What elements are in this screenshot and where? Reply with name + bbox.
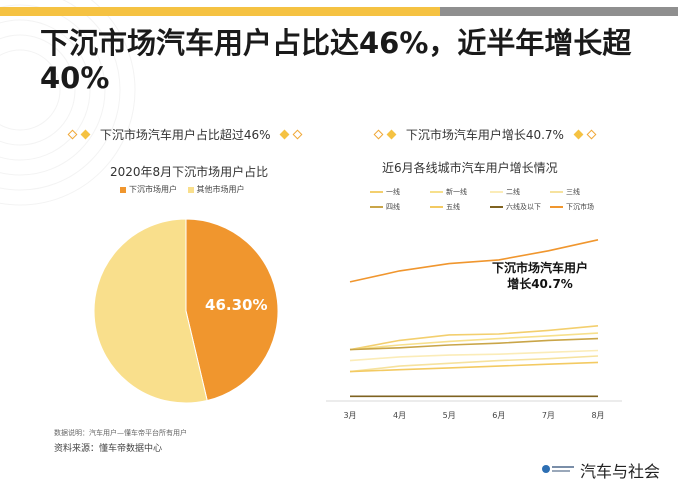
legend-swatch <box>370 190 383 193</box>
legend-label: 四线 <box>386 202 400 211</box>
x-tick-label: 3月 <box>343 411 356 420</box>
legend-label: 一线 <box>386 187 400 196</box>
left-heading-text: 下沉市场汽车用户占比超过46% <box>99 128 271 142</box>
annotation-line: 增长40.7% <box>507 277 573 291</box>
watermark-logo-icon <box>542 465 574 473</box>
right-heading-text: 下沉市场汽车用户增长40.7% <box>405 128 564 142</box>
pie-chart-title: 2020年8月下沉市场用户占比 <box>110 165 269 179</box>
series-line <box>349 361 599 373</box>
series-line <box>349 332 599 351</box>
line-legend-item: 新一线 <box>430 184 490 199</box>
pie-legend-item: 其他市场用户 <box>187 184 245 195</box>
annotation-line: 下沉市场汽车用户 <box>492 261 589 275</box>
pie-data-label: 46.30% <box>205 296 267 314</box>
line-chart-annotation: 下沉市场汽车用户 增长40.7% <box>492 260 588 292</box>
top-accent-bar <box>0 7 446 16</box>
line-legend-item: 五线 <box>430 199 490 214</box>
series-line <box>349 337 599 351</box>
legend-swatch <box>187 186 194 193</box>
x-tick-label: 6月 <box>492 411 505 420</box>
series-line <box>349 239 599 283</box>
top-gray-bar <box>440 7 678 16</box>
line-legend-item: 下沉市场 <box>550 199 610 214</box>
pie-legend-item: 下沉市场用户 <box>120 184 177 195</box>
legend-label: 下沉市场用户 <box>129 185 177 194</box>
line-legend-item: 二线 <box>490 184 550 199</box>
right-section-heading: 下沉市场汽车用户增长40.7% <box>372 126 598 143</box>
legend-swatch <box>370 205 383 208</box>
line-chart-title: 近6月各线城市汽车用户增长情况 <box>382 161 558 175</box>
series-line <box>349 355 599 373</box>
data-source: 资料来源：懂车帝数据中心 <box>54 444 163 454</box>
legend-label: 新一线 <box>446 187 467 196</box>
legend-swatch <box>490 205 503 208</box>
page-title: 下沉市场汽车用户占比达46%，近半年增长超40% <box>40 26 632 95</box>
legend-label: 下沉市场 <box>566 202 594 211</box>
legend-label: 二线 <box>506 187 520 196</box>
legend-label: 其他市场用户 <box>196 185 245 194</box>
legend-label: 五线 <box>446 202 460 211</box>
x-tick-label: 8月 <box>591 411 604 420</box>
watermark-text: 汽车与社会 <box>580 462 661 481</box>
line-legend: 一线 新一线 二线 三线四线 五线 六线及以下 下沉市场 <box>370 184 620 214</box>
line-legend-item: 六线及以下 <box>490 199 550 214</box>
legend-swatch <box>550 190 563 193</box>
legend-swatch <box>120 186 126 193</box>
x-tick-label: 4月 <box>393 411 406 420</box>
legend-swatch <box>430 190 443 193</box>
line-legend-item: 一线 <box>370 184 430 199</box>
pie-slice <box>93 218 208 404</box>
x-tick-label: 5月 <box>443 411 456 420</box>
legend-swatch <box>550 205 563 208</box>
left-section-heading: 下沉市场汽车用户占比超过46% <box>66 126 304 143</box>
decorative-arcs <box>0 0 136 206</box>
pie-legend: 下沉市场用户 其他市场用户 <box>120 184 253 195</box>
line-legend-item: 四线 <box>370 199 430 214</box>
line-legend-item: 三线 <box>550 184 610 199</box>
series-line <box>349 349 599 362</box>
legend-label: 三线 <box>566 187 580 196</box>
pie-slice <box>185 218 279 402</box>
legend-label: 六线及以下 <box>506 202 541 211</box>
legend-swatch <box>430 205 443 208</box>
data-note: 数据说明：汽车用户—懂车帝平台所有用户 <box>54 429 187 437</box>
legend-swatch <box>490 190 503 193</box>
series-line <box>349 325 599 351</box>
x-tick-label: 7月 <box>542 411 555 420</box>
